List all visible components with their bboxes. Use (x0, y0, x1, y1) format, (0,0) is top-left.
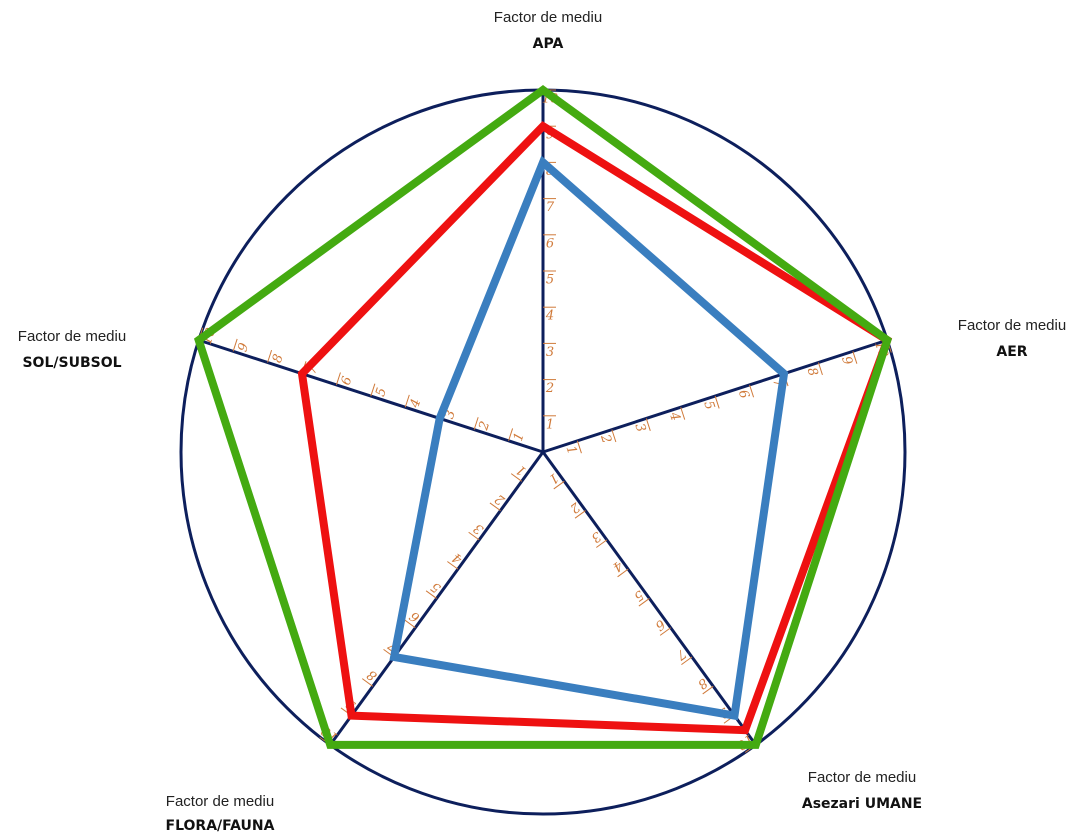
axis-tick-mark (645, 418, 651, 431)
axis-tick-mark (611, 429, 617, 443)
axis-tick-mark (468, 531, 480, 541)
axis-name: AER (996, 344, 1027, 360)
axis-prefix: Factor de mediu (808, 769, 916, 786)
axis-prefix: Factor de mediu (18, 328, 126, 345)
axis-tick-label: 4 (407, 397, 424, 410)
axis-tick-mark (638, 598, 650, 607)
axis-tick-label: 1 (546, 417, 554, 432)
axis-tick-mark (361, 678, 374, 687)
axis-tick-label: 2 (492, 491, 508, 509)
axis-tick-mark (489, 502, 501, 511)
axis-tick-mark (370, 383, 376, 397)
axis-tick-mark (681, 656, 693, 666)
axis-tick-mark (852, 351, 858, 364)
series-group (193, 85, 893, 749)
axis-name: SOL/SUBSOL (22, 355, 121, 371)
axis-tick-label: 4 (609, 557, 625, 575)
axis-tick-mark (404, 619, 416, 629)
axis-tick-label: 2 (545, 381, 554, 396)
axis-tick-label: 4 (450, 549, 466, 567)
axis-tick-label: 4 (666, 409, 683, 422)
axis-tick-label: 5 (546, 273, 554, 288)
axis-prefix: Factor de mediu (958, 317, 1066, 334)
axis-tick-mark (714, 395, 720, 409)
axis-prefix: Factor de mediu (166, 793, 274, 810)
axis-tick-mark (508, 428, 514, 441)
axis-tick-mark (553, 480, 565, 490)
axis-tick-mark (447, 561, 459, 570)
axis-tick-mark (702, 685, 714, 695)
series-line-1 (389, 155, 789, 721)
axis-label-sol-subsol: Factor de mediu SOL/SUBSOL (18, 328, 126, 371)
axis-tick-label: 2 (476, 419, 493, 432)
axis-label-asezari-umane: Factor de mediu Asezari UMANE (802, 769, 922, 812)
axis-tick-label: 3 (546, 345, 554, 360)
axis-tick-label: 2 (597, 432, 614, 445)
axis-prefix: Factor de mediu (494, 9, 602, 26)
axis-tick-label: 6 (546, 236, 554, 251)
axis-tick-mark (267, 349, 273, 363)
axis-tick-mark (510, 473, 523, 482)
axis-tick-mark (749, 384, 755, 398)
axis-name: FLORA/FAUNA (166, 818, 275, 833)
axis-label-flora-fauna: Factor de mediu FLORA/FAUNA (166, 793, 275, 833)
axis-tick-mark (659, 627, 671, 636)
axis-tick-label: 7 (546, 200, 555, 215)
axis-name: Asezari UMANE (802, 796, 922, 812)
axis-tick-label: 2 (567, 498, 583, 516)
series-line-2 (297, 121, 893, 735)
axis-tick-mark (574, 510, 586, 519)
axis-tick-mark (576, 440, 582, 454)
axis-tick-mark (817, 362, 823, 376)
axis-label-aer: Factor de mediu AER (958, 317, 1066, 360)
axis-tick-mark (680, 407, 686, 420)
axis-tick-mark (425, 590, 437, 599)
axis-tick-mark (596, 539, 608, 548)
axis-tick-mark (335, 372, 341, 386)
axis-tick-label: 4 (545, 309, 554, 324)
axis-tick-mark (404, 394, 410, 408)
axis-tick-mark (617, 568, 629, 578)
axis-tick-mark (473, 417, 479, 430)
axis-label-apa: Factor de mediu APA (494, 9, 602, 52)
axis-tick-mark (232, 338, 238, 352)
series-line-3 (193, 85, 893, 749)
axis-name: APA (533, 36, 564, 52)
